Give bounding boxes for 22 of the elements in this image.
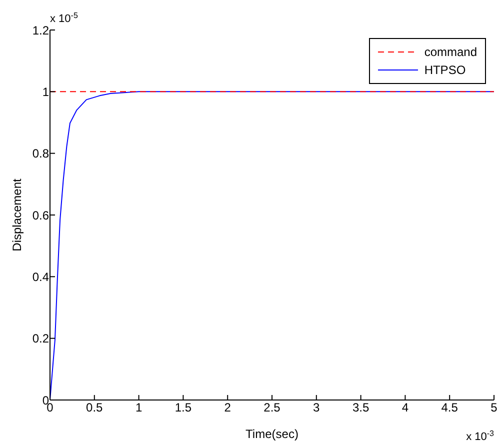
- x-tick-label: 1.5: [174, 400, 192, 415]
- x-tick-label: 1: [135, 400, 142, 415]
- legend-label: command: [424, 44, 477, 61]
- x-axis-title: Time(sec): [246, 427, 298, 441]
- x-tick-label: 5: [490, 400, 498, 415]
- x-tick-label: 4: [402, 400, 409, 415]
- y-axis-title: Displacement: [10, 178, 24, 252]
- text: x 10$^{-5}$: [50, 10, 78, 25]
- x-tick-label: 4.5: [441, 400, 458, 415]
- y-tick-label: 0.2: [32, 332, 50, 346]
- x-tick-label: 2.5: [264, 400, 281, 415]
- y-tick-label: 0.6: [32, 208, 50, 222]
- y-tick-label: 0.4: [32, 270, 50, 284]
- x-tick-label: 3: [313, 400, 320, 415]
- y-tick-label: 0.8: [32, 146, 50, 161]
- text: x 10$^{-3}$: [466, 428, 495, 443]
- x-tick-label: 0.5: [86, 400, 104, 415]
- x-tick-label: 3.5: [352, 400, 370, 415]
- y-tick-label: 1.2: [32, 23, 50, 38]
- x-tick-label: 2: [224, 400, 232, 415]
- legend-label: HTPSO: [424, 62, 466, 79]
- y-tick-label: 1: [42, 84, 50, 99]
